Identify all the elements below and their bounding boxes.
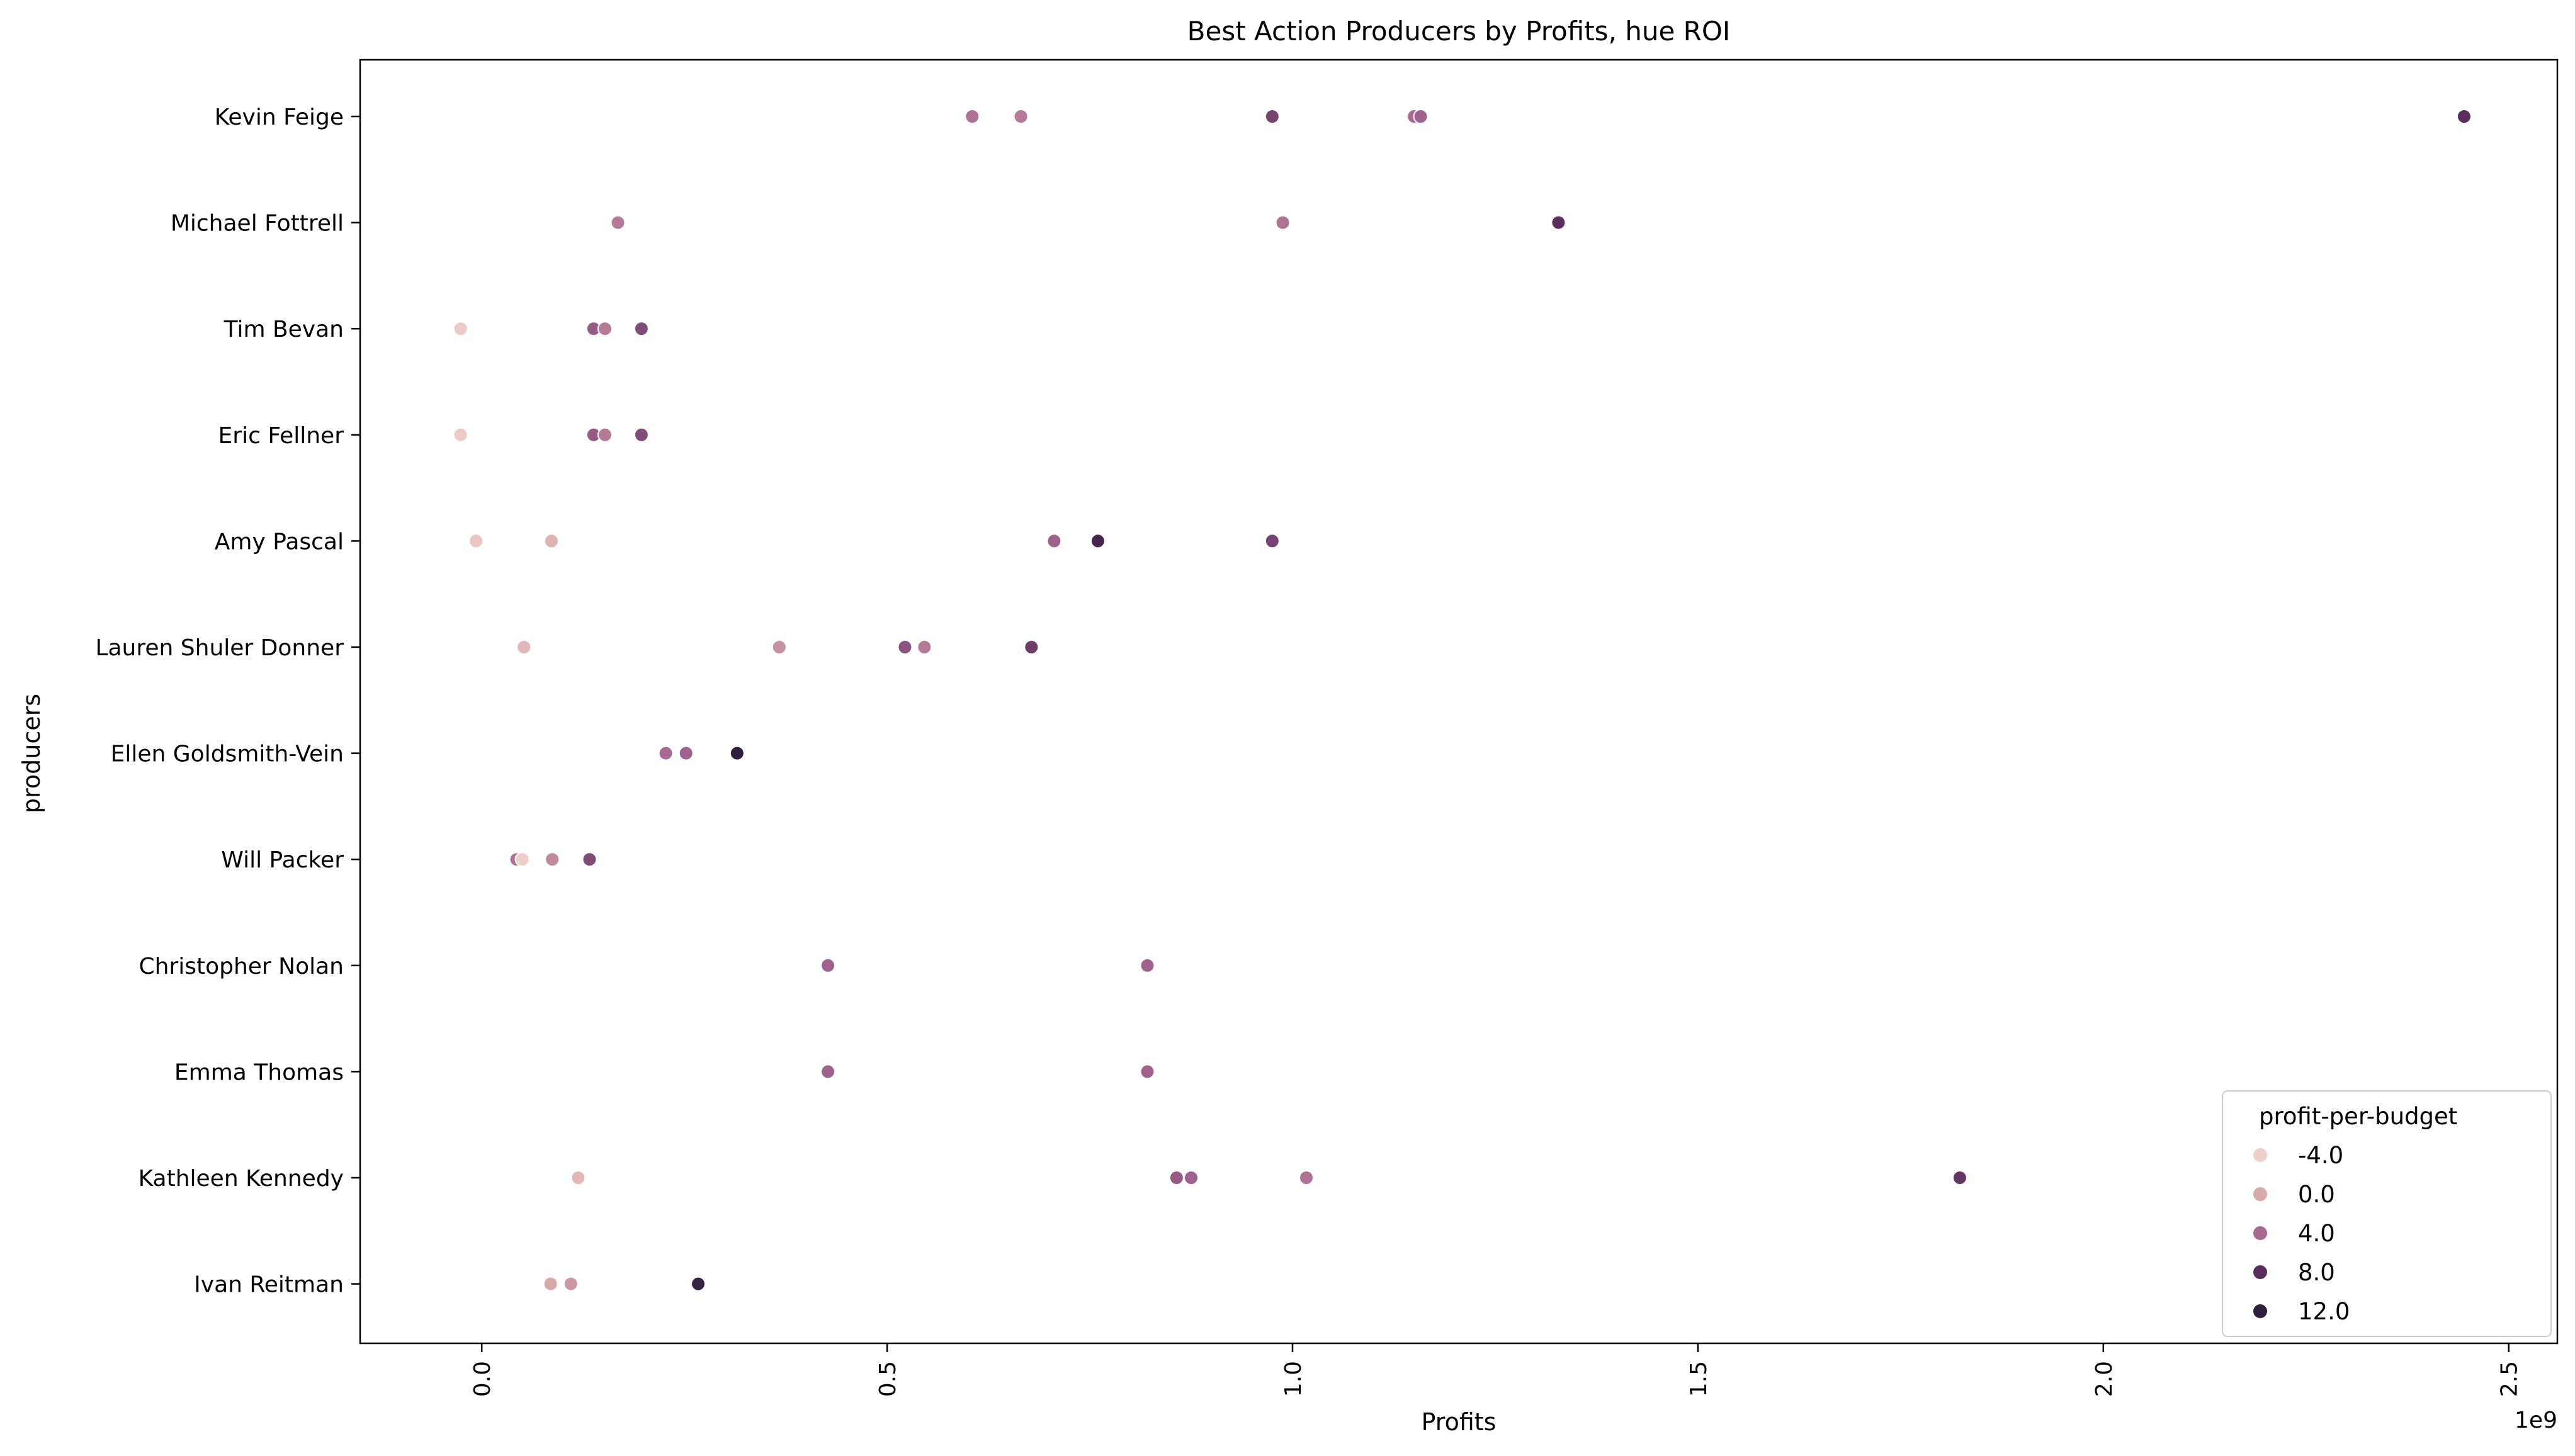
plot-frame — [359, 59, 2559, 1345]
data-point — [582, 852, 597, 867]
legend-marker — [2252, 1303, 2268, 1319]
x-axis: 0.0 0.5 1.0 1.5 2.0 2.5 — [470, 1343, 2523, 1397]
data-point — [563, 1276, 579, 1292]
x-axis-offset-label: 1e9 — [2515, 1408, 2557, 1433]
y-tick-label: Amy Pascal — [215, 529, 344, 555]
legend-title: profit-per-budget — [2259, 1103, 2457, 1130]
data-point — [771, 640, 787, 655]
data-point — [633, 427, 649, 443]
data-point — [1169, 1170, 1184, 1185]
legend-marker — [2252, 1147, 2268, 1163]
data-point — [597, 427, 613, 443]
x-tick-label: 2.5 — [2497, 1361, 2523, 1397]
data-point — [2456, 109, 2472, 124]
data-point — [543, 1276, 558, 1292]
data-point — [1413, 109, 1429, 124]
legend-label: 8.0 — [2298, 1259, 2335, 1286]
y-tick-label: Kathleen Kennedy — [139, 1166, 344, 1192]
data-point — [1046, 533, 1062, 549]
legend-label: 12.0 — [2298, 1298, 2350, 1325]
data-point — [1264, 533, 1280, 549]
data-point — [597, 321, 613, 337]
data-point — [1275, 215, 1291, 230]
data-point — [1013, 109, 1029, 124]
x-axis-label: Profits — [1422, 1408, 1497, 1436]
data-point — [691, 1276, 706, 1292]
data-point — [610, 215, 626, 230]
data-point — [1090, 533, 1106, 549]
legend-box — [2222, 1090, 2552, 1337]
data-point — [678, 745, 694, 761]
data-point — [1551, 215, 1566, 230]
data-point — [1952, 1170, 1967, 1185]
legend-label: 4.0 — [2298, 1220, 2335, 1247]
y-tick-label: Christopher Nolan — [139, 954, 344, 979]
x-tick-label: 1.0 — [1281, 1361, 1306, 1397]
chart-title: Best Action Producers by Profits, hue RO… — [1187, 16, 1731, 47]
y-axis-label: producers — [18, 694, 45, 813]
data-point — [543, 533, 559, 549]
x-tick-label: 0.5 — [875, 1361, 901, 1397]
y-tick-label: Michael Fottrell — [171, 211, 344, 237]
data-point — [516, 640, 532, 655]
y-tick-label: Will Packer — [221, 847, 344, 873]
plot-area — [453, 109, 2472, 1292]
data-point — [1264, 109, 1280, 124]
x-tick-label: 1.5 — [1686, 1361, 1712, 1397]
data-point — [897, 640, 913, 655]
data-point — [1184, 1170, 1199, 1185]
y-tick-label: Emma Thomas — [174, 1059, 344, 1085]
y-tick-label: Ivan Reitman — [194, 1272, 344, 1298]
data-point — [917, 640, 932, 655]
data-point — [820, 1064, 836, 1080]
data-point — [514, 852, 530, 867]
data-point — [1140, 1064, 1155, 1080]
data-point — [820, 957, 836, 973]
data-point — [965, 109, 980, 124]
data-point — [468, 533, 484, 549]
legend-marker — [2252, 1186, 2268, 1202]
legend-label: 0.0 — [2298, 1181, 2335, 1208]
data-point — [453, 427, 468, 443]
legend-marker — [2252, 1264, 2268, 1280]
data-point — [633, 321, 649, 337]
y-tick-label: Lauren Shuler Donner — [95, 635, 344, 661]
data-point — [1298, 1170, 1314, 1185]
data-point — [1024, 640, 1039, 655]
x-tick-label: 2.0 — [2091, 1361, 2117, 1397]
x-tick-label: 0.0 — [470, 1361, 495, 1397]
legend: profit-per-budget -4.0 0.0 4.0 8.0 12.0 — [2222, 1090, 2552, 1337]
data-point — [570, 1170, 586, 1185]
data-point — [453, 321, 468, 337]
data-point — [658, 745, 674, 761]
data-point — [729, 745, 745, 761]
y-axis: Kevin Feige Michael Fottrell Tim Bevan Eric… — [95, 104, 360, 1298]
y-tick-label: Kevin Feige — [215, 104, 344, 130]
legend-label: -4.0 — [2298, 1142, 2343, 1169]
data-point — [1140, 957, 1155, 973]
y-tick-label: Tim Bevan — [224, 317, 344, 342]
legend-marker — [2252, 1225, 2268, 1241]
y-tick-label: Ellen Goldsmith-Vein — [111, 742, 344, 767]
y-tick-label: Eric Fellner — [218, 423, 344, 449]
data-point — [545, 852, 560, 867]
